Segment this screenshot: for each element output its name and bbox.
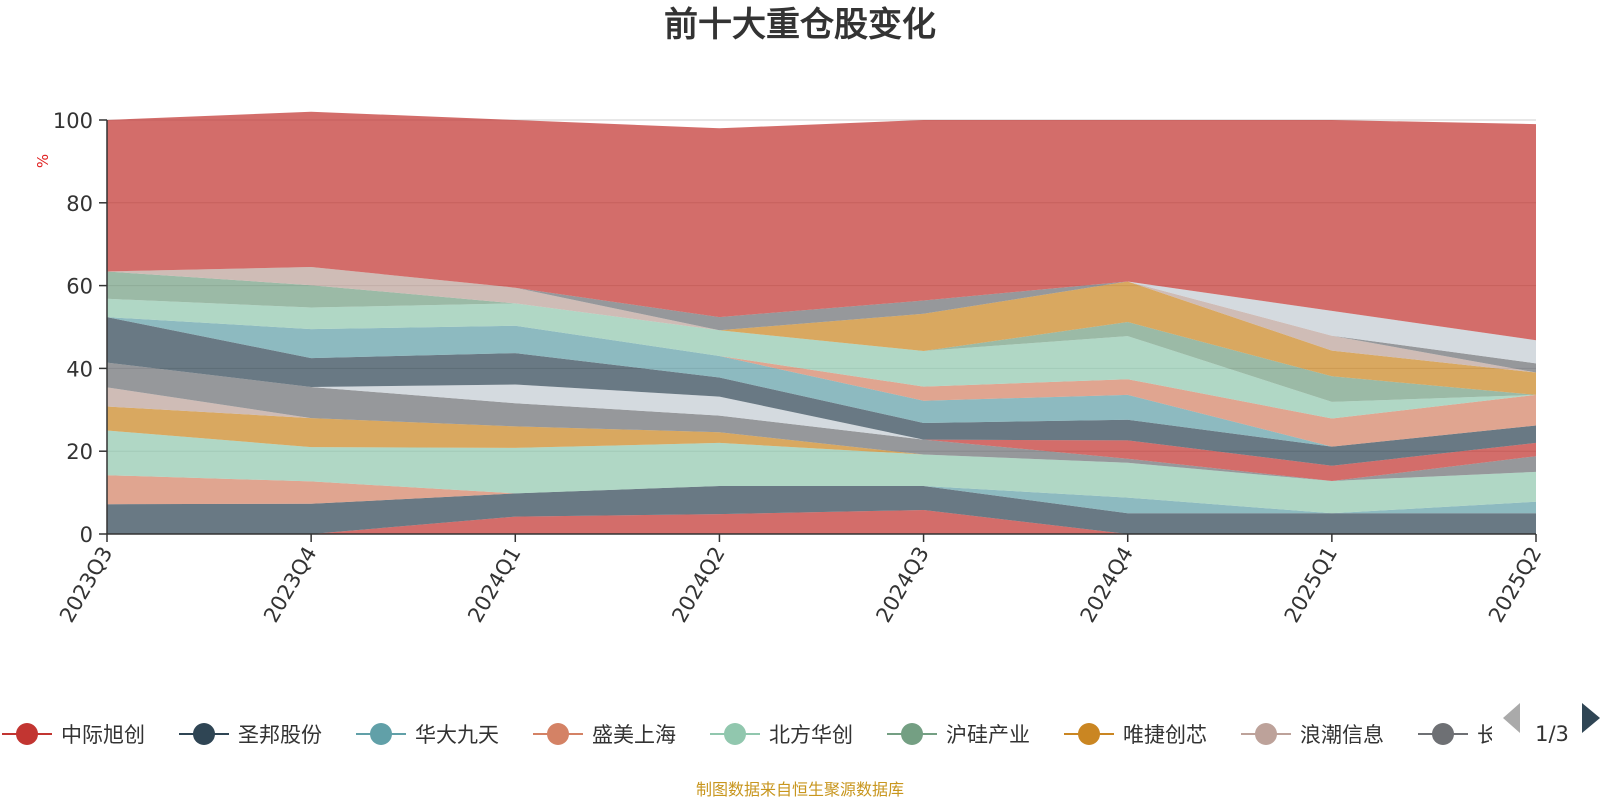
legend-next-arrow-icon[interactable] [1582, 703, 1600, 733]
y-tick-label: 60 [66, 275, 93, 299]
area-series-5 [107, 430, 1536, 514]
area-series-1 [107, 510, 1536, 534]
legend-item[interactable]: 圣邦股份 [179, 723, 322, 747]
chart-title: 前十大重仓股变化 [664, 5, 936, 45]
source-note: 制图数据来自恒生聚源数据库 [696, 780, 904, 799]
y-tick-label: 80 [66, 192, 93, 216]
area-series-16 [107, 271, 1536, 402]
area-series-21 [107, 111, 1536, 341]
legend-marker-icon [1255, 723, 1277, 745]
legend-item[interactable]: 长电科技 [1418, 723, 1561, 747]
area-series-13 [107, 317, 1536, 447]
legend-label: 华大九天 [415, 723, 499, 747]
legend-label: 圣邦股份 [238, 723, 322, 747]
area-series-17 [107, 271, 1536, 395]
legend-item[interactable]: 浪潮信息 [1241, 723, 1384, 747]
legend-marker-icon [370, 723, 392, 745]
area-series-20 [107, 267, 1536, 364]
legend-label: 长电科技 [1477, 723, 1561, 747]
legend-marker-icon [193, 723, 215, 745]
x-tick-label: 2025Q2 [1484, 543, 1546, 627]
y-tick-label: 100 [53, 109, 93, 133]
legend-item[interactable]: 唯捷创芯 [1064, 723, 1207, 747]
legend-prev-arrow-icon[interactable] [1503, 703, 1520, 733]
x-tick-label: 2025Q1 [1280, 543, 1342, 627]
y-axis-unit-label: % [34, 154, 52, 168]
legend-label: 中际旭创 [61, 723, 145, 747]
legend-marker-icon [16, 723, 38, 745]
legend-label: 浪潮信息 [1300, 723, 1384, 747]
stacked-areas [107, 111, 1536, 534]
x-tick-label: 2023Q3 [55, 543, 117, 627]
x-tick-label: 2023Q4 [259, 543, 321, 627]
y-tick-label: 40 [66, 357, 93, 381]
area-series-11 [107, 362, 1536, 481]
area-series-4 [107, 475, 1536, 514]
x-tick-label: 2024Q2 [667, 543, 729, 627]
legend-items: 中际旭创 圣邦股份 华大九天 盛美上海 北方华创 沪硅产业 唯捷创芯 浪潮信息 长电科技 [2, 723, 1561, 747]
area-series-7 [107, 406, 1536, 481]
legend-item[interactable]: 中际旭创 [2, 723, 145, 747]
x-tick-label: 2024Q3 [871, 543, 933, 627]
x-tick-label: 2024Q1 [463, 543, 525, 627]
area-series-19 [107, 267, 1536, 373]
legend: 中际旭创 圣邦股份 华大九天 盛美上海 北方华创 沪硅产业 唯捷创芯 浪潮信息 长电科技 [2, 723, 1561, 747]
area-series-3 [107, 486, 1536, 514]
legend-marker-icon [1432, 723, 1454, 745]
legend-label: 盛美上海 [592, 723, 676, 747]
area-series-10 [107, 362, 1536, 481]
legend-item[interactable]: 盛美上海 [533, 723, 676, 747]
legend-marker-icon [547, 723, 569, 745]
legend-item[interactable]: 沪硅产业 [887, 723, 1030, 747]
legend-item[interactable]: 北方华创 [710, 723, 853, 747]
legend-marker-icon [724, 723, 746, 745]
area-series-14 [107, 317, 1536, 447]
area-series-15 [107, 298, 1536, 419]
x-tick-label: 2024Q4 [1076, 543, 1138, 627]
legend-label: 北方华创 [769, 723, 853, 747]
legend-page-indicator: 1/3 [1535, 722, 1569, 746]
area-series-18 [107, 267, 1536, 373]
area-series-12 [107, 317, 1536, 466]
legend-label: 唯捷创芯 [1123, 723, 1207, 747]
legend-label: 沪硅产业 [946, 723, 1030, 747]
legend-item[interactable]: 华大九天 [356, 723, 499, 747]
y-tick-label: 0 [80, 523, 93, 547]
area-series-2 [107, 486, 1536, 534]
y-tick-label: 20 [66, 440, 93, 464]
legend-pager: 1/3 [1503, 703, 1600, 746]
legend-marker-icon [1078, 723, 1100, 745]
legend-marker-icon [901, 723, 923, 745]
